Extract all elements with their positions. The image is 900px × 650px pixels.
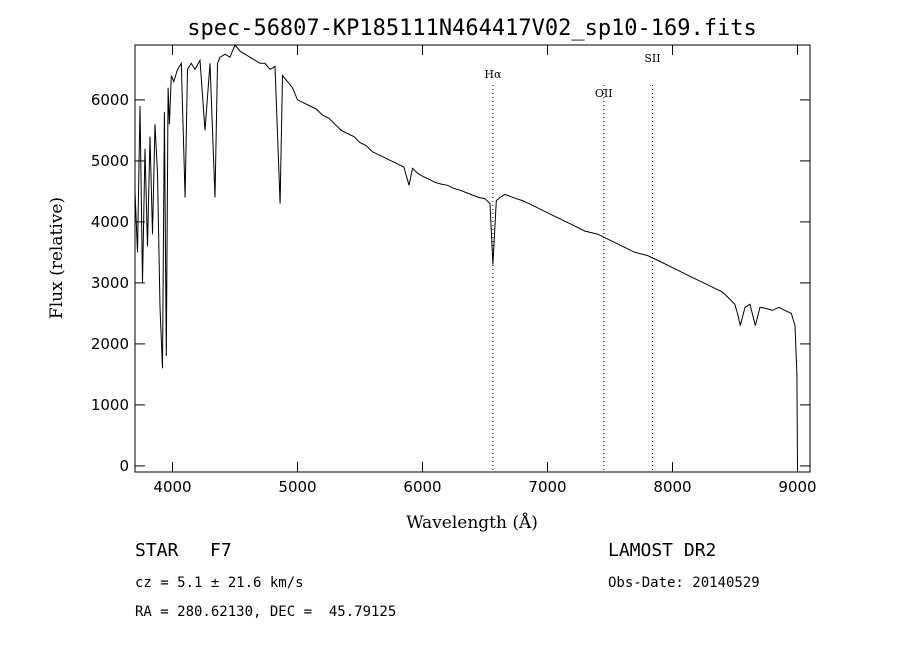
x-tick-label: 6000 [403,478,441,496]
spectrum-chart: spec-56807-KP185111N464417V02_sp10-169.f… [47,16,817,533]
spectrum-line [134,44,798,466]
y-axis-label: Flux (relative) [47,197,67,319]
x-axis-label: Wavelength (Å) [406,512,538,533]
x-tick-label: 5000 [278,478,316,496]
redshift-readout: cz = 5.1 ± 21.6 km/s [135,575,304,591]
line-marker-label: SII [644,52,660,65]
y-tick-label: 1000 [91,396,129,414]
x-tick-label: 7000 [528,478,566,496]
line-marker-label: OII [595,87,613,100]
plot-frame [134,44,811,473]
y-tick-label: 4000 [91,213,129,231]
line-marker-label: Hα [484,68,502,81]
y-tick-label: 3000 [91,274,129,292]
x-tick-label: 9000 [778,478,816,496]
observation-date: Obs-Date: 20140529 [608,575,760,591]
object-class: STAR [135,540,179,561]
y-axis-ticks: 0 1000 2000 3000 4000 5000 6000 [91,91,810,475]
survey-name: LAMOST DR2 [608,540,717,561]
emission-line-markers: Hα OII SII [484,52,661,472]
x-tick-label: 4000 [153,478,191,496]
y-tick-label: 0 [119,457,129,475]
y-tick-label: 6000 [91,91,129,109]
chart-title: spec-56807-KP185111N464417V02_sp10-169.f… [187,16,757,41]
coordinates-readout: RA = 280.62130, DEC = 45.79125 [135,604,397,620]
y-tick-label: 5000 [91,152,129,170]
x-axis-ticks: 4000 5000 6000 7000 8000 9000 [153,45,817,496]
spectral-subclass: F7 [210,540,232,561]
y-tick-label: 2000 [91,335,129,353]
x-tick-label: 8000 [653,478,691,496]
